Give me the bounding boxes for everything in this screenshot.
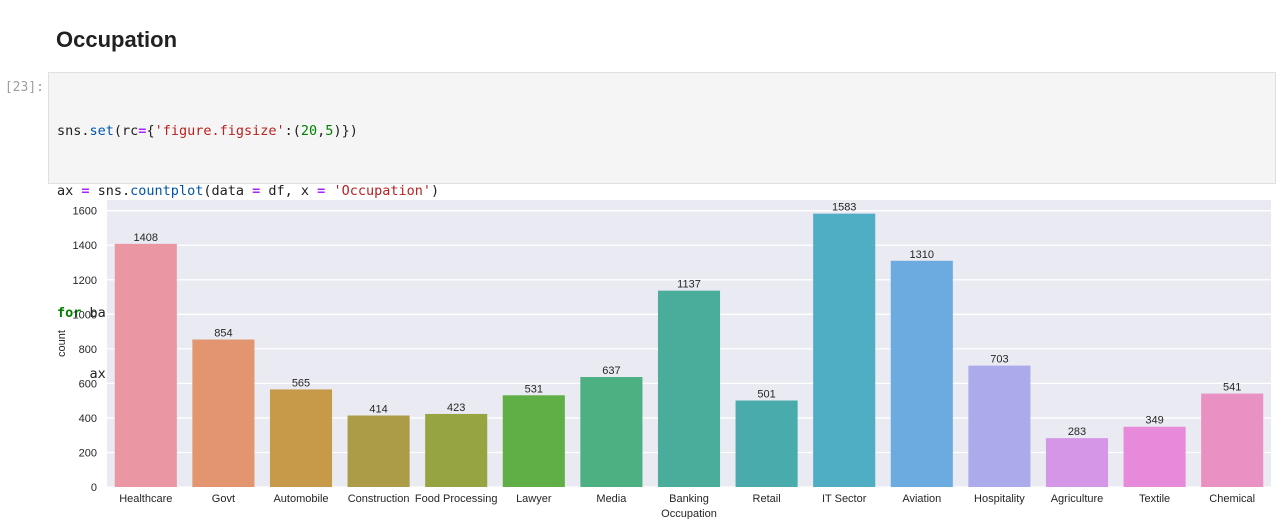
y-axis-label: count: [56, 330, 68, 357]
bar: [890, 260, 953, 487]
x-tick-label: Agriculture: [1051, 493, 1104, 505]
bar: [114, 243, 177, 487]
x-tick-label: Textile: [1139, 493, 1170, 505]
y-tick-label: 0: [91, 482, 97, 494]
code-cell-editor[interactable]: sns.set(rc={'figure.figsize':(20,5)}) ax…: [48, 72, 1276, 382]
bar-data-label: 414: [369, 404, 387, 416]
bar: [502, 395, 565, 487]
y-tick-label: 600: [79, 378, 97, 390]
x-tick-label: Food Processing: [415, 493, 498, 505]
bar: [1201, 393, 1264, 487]
y-tick-label: 400: [79, 413, 97, 425]
x-tick-label: Govt: [212, 493, 235, 505]
x-axis-label: Occupation: [661, 508, 717, 519]
x-tick-label: Construction: [348, 493, 410, 505]
output-plot: 0 200 400 600 800 1000 1200 1400 1600 1408 Healthc…: [50, 195, 1280, 524]
bar-data-label: 1137: [677, 279, 701, 291]
x-tick-label: Automobile: [273, 493, 328, 505]
bar-data-label: 423: [447, 402, 465, 414]
bar-data-label: 1408: [134, 232, 158, 244]
bar: [269, 389, 333, 487]
y-tick-label: 1000: [73, 309, 97, 321]
y-tick-label: 1600: [73, 206, 97, 218]
section-heading: Occupation: [56, 27, 178, 52]
bar-data-label: 637: [602, 365, 620, 377]
bar: [192, 339, 255, 487]
bar-data-label: 283: [1068, 426, 1086, 438]
bar-data-label: 854: [214, 328, 232, 340]
code-line-2: ax = sns.countplot(data = df, x = 'Occup…: [57, 183, 440, 200]
x-tick-label: Lawyer: [516, 493, 552, 505]
code-line-1: sns.set(rc={'figure.figsize':(20,5)}): [57, 122, 358, 139]
bar-data-label: 565: [292, 377, 310, 389]
x-tick-label: Retail: [753, 493, 781, 505]
bar: [580, 377, 643, 487]
bar: [735, 400, 798, 487]
bar: [813, 213, 876, 487]
countplot-chart: 0 200 400 600 800 1000 1200 1400 1600 1408 Healthc…: [56, 200, 1271, 520]
y-tick-label: 1400: [73, 240, 97, 252]
x-tick-label: Banking: [669, 493, 709, 505]
bar-data-label: 531: [525, 383, 543, 395]
x-tick-label: IT Sector: [822, 493, 867, 505]
bar-data-label: 703: [990, 354, 1008, 366]
x-tick-label: Healthcare: [119, 493, 172, 505]
bar: [1045, 438, 1109, 487]
cell-execution-count: [23]:: [4, 80, 44, 95]
x-tick-label: Media: [596, 493, 627, 505]
bar-data-label: 501: [757, 388, 775, 400]
y-tick-label: 1200: [73, 275, 97, 287]
x-tick-label: Hospitality: [974, 493, 1025, 505]
bar: [968, 365, 1031, 487]
y-tick-label: 800: [79, 344, 97, 356]
x-tick-label: Chemical: [1209, 493, 1255, 505]
bar-data-label: 541: [1223, 382, 1241, 394]
bar: [1123, 426, 1186, 487]
bar-data-label: 349: [1145, 415, 1163, 427]
bar: [425, 413, 488, 487]
x-tick-label: Aviation: [902, 493, 941, 505]
bar-data-label: 1583: [832, 202, 856, 214]
bar: [347, 415, 410, 487]
bar: [657, 290, 721, 487]
bar-data-label: 1310: [910, 249, 934, 261]
y-tick-label: 200: [79, 447, 97, 459]
